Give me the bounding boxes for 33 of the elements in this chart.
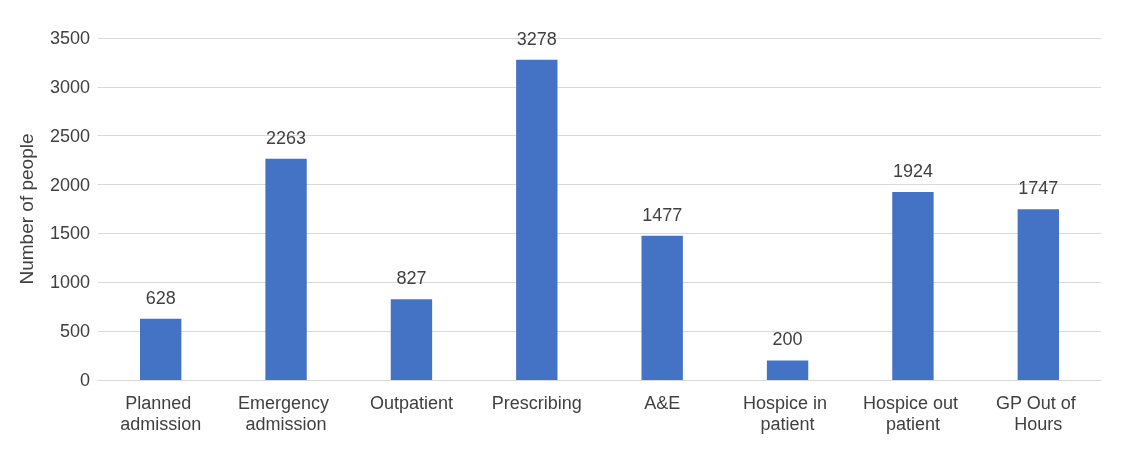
y-tick-label: 500 (59, 321, 90, 342)
data-label: 827 (396, 268, 427, 289)
data-label: 2263 (266, 127, 307, 148)
bar (516, 59, 558, 380)
x-tick-label: GP Out of Hours (995, 392, 1081, 434)
bar (140, 318, 182, 380)
y-tick-label: 2500 (49, 125, 90, 146)
data-label: 3278 (516, 28, 557, 49)
y-tick-label: 3500 (49, 28, 90, 48)
y-tick-label: 0 (79, 370, 90, 390)
bar (265, 158, 307, 380)
bar (892, 192, 934, 380)
data-label: 628 (145, 287, 176, 308)
y-tick-label: 1000 (49, 272, 90, 293)
x-tick-label: Hospice out patient (862, 392, 963, 434)
x-tick-label: Outpatient (369, 392, 453, 413)
bar (641, 235, 683, 380)
data-label: 1747 (1018, 178, 1059, 199)
bar (766, 360, 809, 380)
y-tick-label: 3000 (49, 76, 90, 97)
x-tick-label: Prescribing (491, 392, 582, 413)
y-tick-label: 2000 (49, 174, 90, 195)
bar (1017, 209, 1059, 380)
bar (390, 299, 433, 380)
y-axis-title: Number of people (16, 133, 37, 285)
y-tick-label: 1500 (49, 223, 90, 244)
data-label: 200 (772, 329, 803, 350)
x-tick-label: A&E (644, 392, 681, 413)
data-label: 1924 (892, 161, 933, 181)
x-tick-label: Planned admission (120, 392, 202, 434)
x-tick-label: Emergency admission (238, 392, 335, 434)
x-tick-label: Hospice in patient (743, 392, 833, 434)
data-label: 1477 (642, 204, 683, 225)
